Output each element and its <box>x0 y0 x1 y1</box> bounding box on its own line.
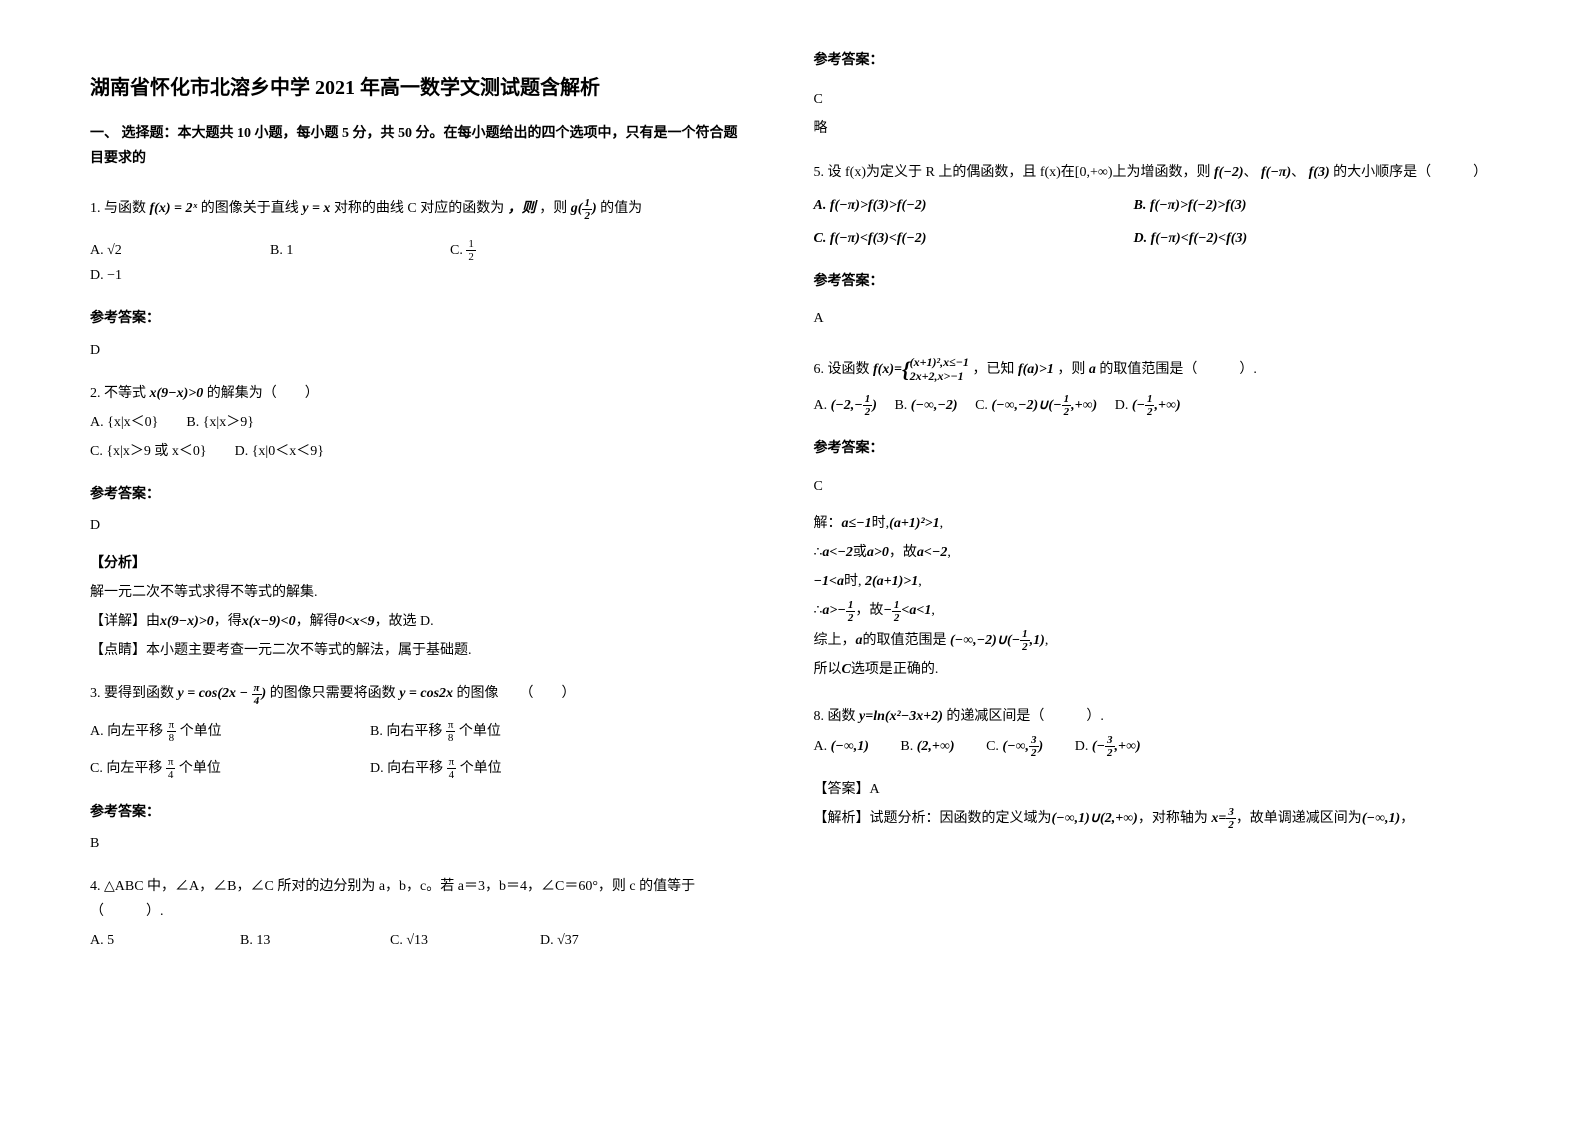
q4-opt-d: D. √37 <box>540 928 579 953</box>
q5-f2: f(−π) <box>1261 165 1291 180</box>
q6-opt-c: C. (−∞,−2)∪(−12,+∞) <box>975 398 1097 413</box>
q5-text-b: 的大小顺序是（ ） <box>1333 165 1487 180</box>
right-column: 参考答案： C 略 5. 设 f(x)为定义于 R 上的偶函数，且 f(x)在[… <box>794 0 1587 1122</box>
q2-fenxi: 解一元二次不等式求得不等式的解集. <box>90 580 744 605</box>
q4-answer: C <box>814 87 1498 112</box>
q4-stem: 4. △ABC 中，∠A，∠B，∠C 所对的边分别为 a，b，c。若 a＝3，b… <box>90 874 744 924</box>
q3-answer: B <box>90 831 744 856</box>
q5-opt-a: A. f(−π)>f(3)>f(−2) <box>814 193 1134 218</box>
left-column: 湖南省怀化市北溶乡中学 2021 年高一数学文测试题含解析 一、 选择题：本大题… <box>0 0 794 1122</box>
q8-text-a: 8. 函数 <box>814 709 856 724</box>
q3-text-c: 的图像 （ ） <box>457 686 576 701</box>
q1-answer-label: 参考答案： <box>90 306 744 331</box>
q1-opt-a: A. √2 <box>90 238 270 263</box>
q2-answer: D <box>90 513 744 538</box>
q2-text-b: 的解集为（ ） <box>207 386 319 401</box>
q4-opt-b: B. 13 <box>240 928 390 953</box>
q5-answer: A <box>814 306 1498 331</box>
q8-opt-a: A. (−∞,1) <box>814 739 869 754</box>
q3-formula-2: y = cos2x <box>399 686 453 701</box>
q6-sol-last: 所以C选项是正确的. <box>814 657 1498 682</box>
q6-fa: f(a)>1 <box>1018 362 1054 377</box>
q1-text-d: ，则 <box>539 201 567 216</box>
q1-text-e: 的值为 <box>600 201 642 216</box>
question-5: 5. 设 f(x)为定义于 R 上的偶函数，且 f(x)在[0,+∞)上为增函数… <box>814 160 1498 252</box>
q4-opt-c: C. √13 <box>390 928 540 953</box>
q2-opt-ab: A. {x|x＜0} B. {x|x＞9} <box>90 410 744 435</box>
q1-opt-b: B. 1 <box>270 238 450 263</box>
q6-a: a <box>1089 362 1096 377</box>
q5-answer-label: 参考答案： <box>814 269 1498 294</box>
q1-formula-1: f(x) = 2ˣ <box>150 201 198 216</box>
q8-text-b: 的递减区间是（ ）. <box>946 709 1104 724</box>
q5-opt-b: B. f(−π)>f(−2)>f(3) <box>1134 193 1247 218</box>
q1-answer: D <box>90 338 744 363</box>
q5-opt-c: C. f(−π)<f(3)<f(−2) <box>814 226 1134 251</box>
q8-formula: y=ln(x²−3x+2) <box>859 709 943 724</box>
question-1: 1. 与函数 f(x) = 2ˣ 的图像关于直线 y = x 对称的曲线 C 对… <box>90 196 744 288</box>
q6-answer-label: 参考答案： <box>814 436 1498 461</box>
q1-opt-d: D. −1 <box>90 263 744 288</box>
q6-sol-sum: 综上，a的取值范围是 (−∞,−2)∪(−12,1), <box>814 628 1498 653</box>
q3-opt-a: A. 向左平移 π8 个单位 <box>90 719 370 744</box>
q3-answer-label: 参考答案： <box>90 800 744 825</box>
q2-answer-label: 参考答案： <box>90 482 744 507</box>
q2-dianjing: 【点睛】本小题主要考查一元二次不等式的解法，属于基础题. <box>90 638 744 663</box>
question-4: 4. △ABC 中，∠A，∠B，∠C 所对的边分别为 a，b，c。若 a＝3，b… <box>90 874 744 954</box>
q6-answer: C <box>814 474 1498 499</box>
doc-title: 湖南省怀化市北溶乡中学 2021 年高一数学文测试题含解析 <box>90 70 744 106</box>
q2-formula: x(9−x)>0 <box>150 386 204 401</box>
q1-text-a: 1. 与函数 <box>90 201 146 216</box>
q8-opt-b: B. (2,+∞) <box>900 739 954 754</box>
question-2: 2. 不等式 x(9−x)>0 的解集为（ ） A. {x|x＜0} B. {x… <box>90 381 744 465</box>
q8-answer: 【答案】A <box>814 777 1498 802</box>
q8-opt-d: D. (−32,+∞) <box>1075 739 1141 754</box>
q6-text-c: ，则 <box>1057 362 1085 377</box>
q3-formula-1: y = cos(2x − π4) <box>178 686 267 701</box>
q1-g-half: g(12) <box>571 201 597 216</box>
section-intro: 一、 选择题：本大题共 10 小题，每小题 5 分，共 50 分。在每小题给出的… <box>90 121 744 171</box>
q6-sol-4: ∴a>−12，故−12<a<1, <box>814 598 1498 623</box>
q5-text-a: 5. 设 f(x)为定义于 R 上的偶函数，且 f(x)在[0,+∞)上为增函数… <box>814 165 1211 180</box>
q4-answer-label: 参考答案： <box>814 48 1498 73</box>
q4-lue: 略 <box>814 116 1498 141</box>
q5-f1: f(−2) <box>1214 165 1243 180</box>
q2-fenxi-label: 【分析】 <box>90 551 744 576</box>
exam-document: 湖南省怀化市北溶乡中学 2021 年高一数学文测试题含解析 一、 选择题：本大题… <box>0 0 1587 1122</box>
q6-text-b: ，已知 <box>972 362 1014 377</box>
question-3: 3. 要得到函数 y = cos(2x − π4) 的图像只需要将函数 y = … <box>90 681 744 781</box>
q1-formula-3: ，则 <box>508 201 536 216</box>
q3-opt-c: C. 向左平移 π4 个单位 <box>90 756 370 781</box>
q1-formula-2: y = x <box>302 201 330 216</box>
q1-text-b: 的图像关于直线 <box>201 201 299 216</box>
q1-text-c: 对称的曲线 C 对应的函数为 <box>334 201 504 216</box>
q8-opt-c: C. (−∞,32) <box>986 739 1043 754</box>
q2-xiangjie: 【详解】由x(9−x)>0，得x(x−9)<0，解得0<x<9，故选 D. <box>90 609 744 634</box>
q2-opt-cd: C. {x|x＞9 或 x＜0} D. {x|0＜x＜9} <box>90 439 744 464</box>
q2-text-a: 2. 不等式 <box>90 386 146 401</box>
question-6: 6. 设函数 f(x)={(x+1)²,x≤−12x+2,x>−1 ，已知 f(… <box>814 350 1498 419</box>
q6-opt-b: B. (−∞,−2) <box>894 398 957 413</box>
q8-jiexi: 【解析】试题分析：因函数的定义域为(−∞,1)∪(2,+∞)，对称轴为 x=32… <box>814 806 1498 831</box>
q3-opt-d: D. 向右平移 π4 个单位 <box>370 756 502 781</box>
q5-opt-d: D. f(−π)<f(−2)<f(3) <box>1134 226 1248 251</box>
q3-opt-b: B. 向右平移 π8 个单位 <box>370 719 501 744</box>
q6-sol-2: ∴a<−2或a>0，故a<−2, <box>814 540 1498 565</box>
q6-text-a: 6. 设函数 <box>814 362 870 377</box>
question-8: 8. 函数 y=ln(x²−3x+2) 的递减区间是（ ）. A. (−∞,1)… <box>814 704 1498 759</box>
q6-text-d: 的取值范围是（ ）. <box>1099 362 1257 377</box>
q6-sol-3: −1<a时, 2(a+1)>1, <box>814 569 1498 594</box>
q3-text-a: 3. 要得到函数 <box>90 686 174 701</box>
q3-text-b: 的图像只需要将函数 <box>270 686 396 701</box>
q6-piecewise: f(x)={(x+1)²,x≤−12x+2,x>−1 <box>873 362 972 377</box>
q4-opt-a: A. 5 <box>90 928 240 953</box>
q6-sol-1: 解：a≤−1时,(a+1)²>1, <box>814 511 1498 536</box>
q5-f3: f(3) <box>1309 165 1330 180</box>
q1-opt-c: C. 12 <box>450 238 630 263</box>
q6-opt-d: D. (−12,+∞) <box>1115 398 1181 413</box>
q6-opt-a: A. (−2,−12) <box>814 398 877 413</box>
